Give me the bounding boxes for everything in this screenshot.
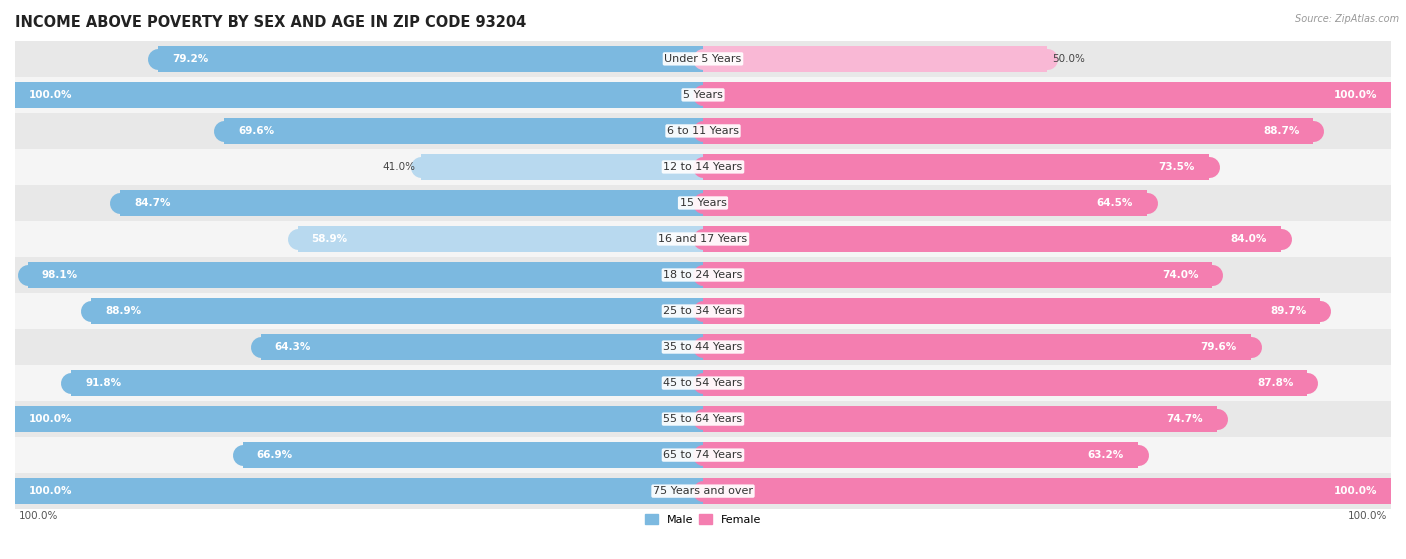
Text: Under 5 Years: Under 5 Years xyxy=(665,54,741,64)
Text: 100.0%: 100.0% xyxy=(28,414,72,424)
Bar xyxy=(15,149,1391,185)
Text: 66.9%: 66.9% xyxy=(256,450,292,460)
Text: 25 to 34 Years: 25 to 34 Years xyxy=(664,306,742,316)
Bar xyxy=(15,113,1391,149)
Text: 98.1%: 98.1% xyxy=(42,270,77,280)
Bar xyxy=(157,46,703,72)
Text: 100.0%: 100.0% xyxy=(1334,486,1378,496)
Bar xyxy=(15,221,1391,257)
Text: 69.6%: 69.6% xyxy=(238,126,274,136)
Legend: Male, Female: Male, Female xyxy=(640,510,766,529)
Bar xyxy=(15,406,703,432)
Text: 6 to 11 Years: 6 to 11 Years xyxy=(666,126,740,136)
Text: 79.2%: 79.2% xyxy=(172,54,208,64)
Bar xyxy=(260,334,703,360)
Bar xyxy=(72,370,703,396)
Text: 41.0%: 41.0% xyxy=(382,162,415,172)
Bar xyxy=(15,365,1391,401)
Bar xyxy=(15,473,1391,509)
Bar xyxy=(703,46,1047,72)
Text: 65 to 74 Years: 65 to 74 Years xyxy=(664,450,742,460)
Bar xyxy=(15,41,1391,77)
Bar xyxy=(703,118,1313,144)
Text: 35 to 44 Years: 35 to 44 Years xyxy=(664,342,742,352)
Text: 64.5%: 64.5% xyxy=(1097,198,1133,208)
Bar xyxy=(15,185,1391,221)
Bar xyxy=(15,437,1391,473)
Text: 63.2%: 63.2% xyxy=(1088,450,1123,460)
Bar xyxy=(703,370,1308,396)
Text: 74.0%: 74.0% xyxy=(1161,270,1198,280)
Text: 100.0%: 100.0% xyxy=(28,486,72,496)
Text: 45 to 54 Years: 45 to 54 Years xyxy=(664,378,742,388)
Bar xyxy=(15,82,703,108)
Bar xyxy=(121,190,703,216)
Text: 5 Years: 5 Years xyxy=(683,90,723,100)
Bar xyxy=(703,154,1209,180)
Bar xyxy=(91,298,703,324)
Text: 12 to 14 Years: 12 to 14 Years xyxy=(664,162,742,172)
Bar xyxy=(703,442,1137,468)
Bar xyxy=(224,118,703,144)
Text: 75 Years and over: 75 Years and over xyxy=(652,486,754,496)
Text: 100.0%: 100.0% xyxy=(28,90,72,100)
Bar xyxy=(420,154,703,180)
Bar xyxy=(28,262,703,288)
Text: 64.3%: 64.3% xyxy=(274,342,311,352)
Text: 58.9%: 58.9% xyxy=(312,234,347,244)
Bar xyxy=(703,226,1281,252)
Bar xyxy=(703,334,1251,360)
Text: 50.0%: 50.0% xyxy=(1053,54,1085,64)
Text: 73.5%: 73.5% xyxy=(1159,162,1195,172)
Text: 87.8%: 87.8% xyxy=(1257,378,1294,388)
Text: Source: ZipAtlas.com: Source: ZipAtlas.com xyxy=(1295,14,1399,24)
Text: 84.0%: 84.0% xyxy=(1230,234,1267,244)
Bar xyxy=(298,226,703,252)
Text: 100.0%: 100.0% xyxy=(18,511,58,521)
Text: 18 to 24 Years: 18 to 24 Years xyxy=(664,270,742,280)
Bar xyxy=(703,190,1147,216)
Bar xyxy=(703,478,1391,504)
Bar xyxy=(703,262,1212,288)
Bar xyxy=(15,478,703,504)
Bar xyxy=(15,77,1391,113)
Bar xyxy=(703,298,1320,324)
Text: 74.7%: 74.7% xyxy=(1167,414,1204,424)
Bar xyxy=(15,293,1391,329)
Bar xyxy=(703,406,1218,432)
Text: INCOME ABOVE POVERTY BY SEX AND AGE IN ZIP CODE 93204: INCOME ABOVE POVERTY BY SEX AND AGE IN Z… xyxy=(15,15,526,30)
Text: 79.6%: 79.6% xyxy=(1201,342,1237,352)
Bar xyxy=(703,82,1391,108)
Text: 55 to 64 Years: 55 to 64 Years xyxy=(664,414,742,424)
Text: 88.9%: 88.9% xyxy=(105,306,141,316)
Text: 15 Years: 15 Years xyxy=(679,198,727,208)
Text: 100.0%: 100.0% xyxy=(1334,90,1378,100)
Bar xyxy=(243,442,703,468)
Text: 88.7%: 88.7% xyxy=(1263,126,1299,136)
Text: 84.7%: 84.7% xyxy=(134,198,170,208)
Text: 100.0%: 100.0% xyxy=(1348,511,1388,521)
Text: 89.7%: 89.7% xyxy=(1270,306,1306,316)
Bar xyxy=(15,401,1391,437)
Text: 16 and 17 Years: 16 and 17 Years xyxy=(658,234,748,244)
Text: 91.8%: 91.8% xyxy=(86,378,121,388)
Bar xyxy=(15,329,1391,365)
Bar xyxy=(15,257,1391,293)
